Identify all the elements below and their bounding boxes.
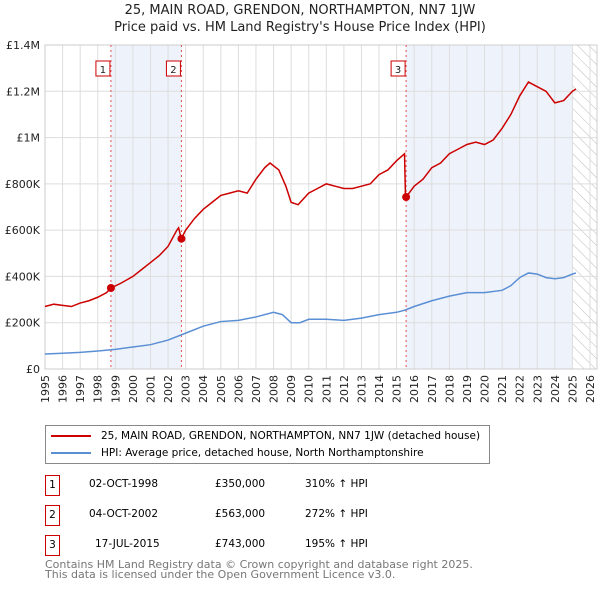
x-tick-label: 2009	[285, 375, 298, 403]
x-tick-label: 2004	[197, 375, 210, 403]
x-tick-label: 2019	[461, 375, 474, 403]
sale-date: 17-JUL-2015	[95, 538, 160, 550]
plot-border	[44, 44, 598, 370]
legend-swatch-property	[51, 435, 91, 437]
x-tick-label: 2021	[496, 375, 509, 403]
x-tick-label: 1998	[92, 375, 105, 403]
footer-line-1: Contains HM Land Registry data © Crown c…	[45, 558, 473, 571]
sale-price: £563,000	[215, 508, 266, 520]
sale-label-2: 2	[170, 65, 176, 76]
footer: Contains HM Land Registry data © Crown c…	[45, 558, 473, 581]
hpi-line	[44, 272, 577, 355]
sale-label-box-3	[390, 60, 406, 77]
legend: 25, MAIN ROAD, GRENDON, NORTHAMPTON, NN7…	[45, 425, 490, 464]
x-tick-label: 2026	[584, 375, 597, 403]
x-tick-label: 1999	[109, 375, 122, 403]
x-tick-label: 1996	[57, 375, 70, 403]
sale-price: £350,000	[215, 478, 266, 490]
chart-subtitle: Price paid vs. HM Land Registry's House …	[114, 20, 486, 35]
sale-date: 04-OCT-2002	[89, 508, 158, 520]
sale-point-2	[177, 234, 186, 243]
sale-label-box-1	[95, 60, 111, 77]
x-tick-label: 2025	[566, 375, 579, 403]
x-tick-label: 1995	[39, 375, 52, 403]
legend-label-hpi: HPI: Average price, detached house, Nort…	[101, 447, 424, 459]
x-tick-label: 2020	[479, 375, 492, 403]
legend-swatch-hpi	[51, 452, 91, 454]
y-tick-label: £800K	[5, 178, 41, 191]
x-tick-label: 2010	[303, 375, 316, 403]
sale-date: 02-OCT-1998	[89, 478, 158, 490]
sale-number-badge: 1	[45, 475, 60, 496]
x-tick-label: 2008	[268, 375, 281, 403]
legend-label-property: 25, MAIN ROAD, GRENDON, NORTHAMPTON, NN7…	[101, 430, 481, 442]
x-tick-label: 2012	[338, 375, 351, 403]
sale-price: £743,000	[215, 538, 266, 550]
x-tick-label: 2007	[250, 375, 263, 403]
x-tick-label: 2018	[443, 375, 456, 403]
y-tick-label: £400K	[5, 270, 41, 283]
sale-point-1	[106, 284, 115, 292]
chart-title: 25, MAIN ROAD, GRENDON, NORTHAMPTON, NN7…	[124, 3, 476, 18]
forecast-hatch	[572, 45, 597, 369]
y-tick-label: £600K	[5, 224, 41, 237]
x-tick-label: 2006	[232, 375, 245, 403]
x-tick-label: 2023	[531, 375, 544, 403]
shaded-region-1	[110, 45, 182, 369]
x-tick-label: 2002	[162, 375, 175, 403]
x-tick-label: 2017	[426, 375, 439, 403]
x-tick-label: 2013	[355, 375, 368, 403]
x-tick-label: 2003	[180, 375, 193, 403]
x-tick-label: 1997	[74, 375, 87, 403]
y-tick-label: £200K	[5, 317, 41, 330]
sale-hpi-change: 272% ↑ HPI	[305, 508, 368, 520]
x-tick-label: 2001	[144, 375, 157, 403]
x-tick-label: 2014	[373, 375, 386, 403]
x-tick-label: 2016	[408, 375, 421, 403]
sale-label-box-2	[165, 60, 181, 77]
y-tick-label: £1.2M	[6, 85, 40, 98]
sale-hpi-change: 310% ↑ HPI	[305, 478, 368, 490]
sale-label-1: 1	[100, 65, 106, 76]
y-tick-label: £1M	[17, 132, 41, 145]
shaded-region-2	[406, 45, 573, 369]
x-tick-label: 2000	[127, 375, 140, 403]
x-tick-label: 2022	[514, 375, 527, 403]
y-tick-label: £0	[26, 363, 40, 376]
y-tick-label: £1.4M	[6, 39, 40, 52]
x-tick-label: 2024	[549, 375, 562, 403]
x-tick-label: 2005	[215, 375, 228, 403]
sale-number-badge: 3	[45, 535, 60, 556]
sale-hpi-change: 195% ↑ HPI	[305, 538, 368, 550]
sale-point-3	[402, 193, 411, 202]
x-tick-label: 2015	[391, 375, 404, 403]
sale-label-3: 3	[395, 65, 401, 76]
footer-line-2: This data is licensed under the Open Gov…	[45, 568, 396, 581]
plot-area: 1995 1996 1997 1998 1999 2000 2001 2002 2003 2004…	[5, 39, 598, 403]
property-price-line	[44, 81, 577, 308]
sale-number-badge: 2	[45, 505, 60, 526]
x-tick-label: 2011	[320, 375, 333, 403]
